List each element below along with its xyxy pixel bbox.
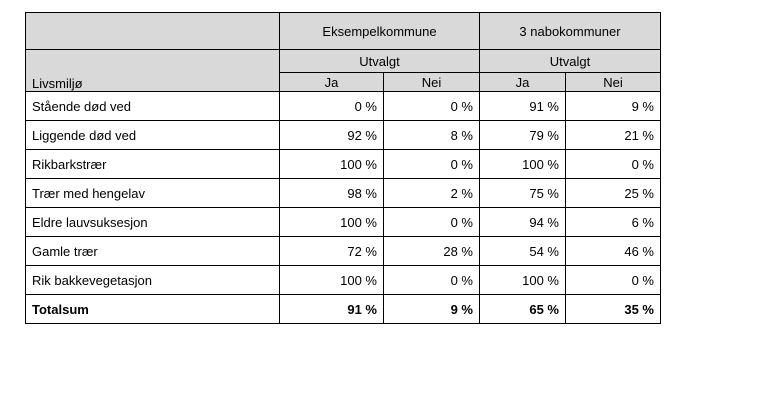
cell-value: 100 % bbox=[279, 207, 384, 237]
cell-value: 0 % bbox=[565, 265, 661, 295]
cell-value: 0 % bbox=[279, 91, 384, 121]
total-value: 65 % bbox=[479, 294, 566, 324]
row-label: Rikbarkstrær bbox=[25, 149, 280, 179]
cell-value: 0 % bbox=[383, 207, 480, 237]
cell-value: 100 % bbox=[279, 265, 384, 295]
cell-value: 91 % bbox=[479, 91, 566, 121]
cell-value: 8 % bbox=[383, 120, 480, 150]
header-row-sub: Livsmiljø Utvalgt Utvalgt bbox=[25, 49, 661, 92]
cell-value: 79 % bbox=[479, 120, 566, 150]
row-label: Liggende død ved bbox=[25, 120, 280, 150]
column-header: Nei bbox=[383, 72, 480, 92]
table-row: Gamle trær 72 % 28 % 54 % 46 % bbox=[25, 236, 661, 266]
column-header: Nei bbox=[565, 72, 661, 92]
cell-value: 100 % bbox=[279, 149, 384, 179]
cell-value: 0 % bbox=[565, 149, 661, 179]
habitat-table: Eksempelkommune 3 nabokommuner Livsmiljø… bbox=[25, 12, 661, 324]
row-header-label: Livsmiljø bbox=[25, 49, 280, 92]
row-label: Eldre lauvsuksesjon bbox=[25, 207, 280, 237]
cell-value: 2 % bbox=[383, 178, 480, 208]
table-row: Trær med hengelav 98 % 2 % 75 % 25 % bbox=[25, 178, 661, 208]
cell-value: 75 % bbox=[479, 178, 566, 208]
column-header: Ja bbox=[279, 72, 384, 92]
cell-value: 0 % bbox=[383, 149, 480, 179]
group-header: Eksempelkommune bbox=[279, 12, 480, 50]
group-header: 3 nabokommuner bbox=[479, 12, 661, 50]
cell-value: 6 % bbox=[565, 207, 661, 237]
cell-value: 100 % bbox=[479, 149, 566, 179]
column-header: Ja bbox=[479, 72, 566, 92]
cell-value: 21 % bbox=[565, 120, 661, 150]
total-value: 91 % bbox=[279, 294, 384, 324]
cell-value: 98 % bbox=[279, 178, 384, 208]
cell-value: 9 % bbox=[565, 91, 661, 121]
row-label: Rik bakkevegetasjon bbox=[25, 265, 280, 295]
cell-value: 92 % bbox=[279, 120, 384, 150]
cell-value: 54 % bbox=[479, 236, 566, 266]
header-corner bbox=[25, 12, 280, 50]
cell-value: 94 % bbox=[479, 207, 566, 237]
table-row: Rik bakkevegetasjon 100 % 0 % 100 % 0 % bbox=[25, 265, 661, 295]
header-row-cols: Ja Nei Ja Nei bbox=[26, 72, 661, 92]
table-row: Rikbarkstrær 100 % 0 % 100 % 0 % bbox=[25, 149, 661, 179]
total-label: Totalsum bbox=[25, 294, 280, 324]
cell-value: 0 % bbox=[383, 265, 480, 295]
cell-value: 0 % bbox=[383, 91, 480, 121]
total-row: Totalsum 91 % 9 % 65 % 35 % bbox=[25, 294, 661, 324]
row-label: Trær med hengelav bbox=[25, 178, 280, 208]
subgroup-header: Utvalgt bbox=[479, 49, 661, 73]
table-row: Eldre lauvsuksesjon 100 % 0 % 94 % 6 % bbox=[25, 207, 661, 237]
cell-value: 72 % bbox=[279, 236, 384, 266]
table-row: Stående død ved 0 % 0 % 91 % 9 % bbox=[25, 91, 661, 121]
cell-value: 46 % bbox=[565, 236, 661, 266]
subgroup-header: Utvalgt bbox=[279, 49, 480, 73]
row-label: Stående død ved bbox=[25, 91, 280, 121]
row-label: Gamle trær bbox=[25, 236, 280, 266]
header-row-groups: Eksempelkommune 3 nabokommuner bbox=[25, 12, 661, 50]
table-row: Liggende død ved 92 % 8 % 79 % 21 % bbox=[25, 120, 661, 150]
total-value: 9 % bbox=[383, 294, 480, 324]
cell-value: 100 % bbox=[479, 265, 566, 295]
total-value: 35 % bbox=[565, 294, 661, 324]
cell-value: 28 % bbox=[383, 236, 480, 266]
cell-value: 25 % bbox=[565, 178, 661, 208]
